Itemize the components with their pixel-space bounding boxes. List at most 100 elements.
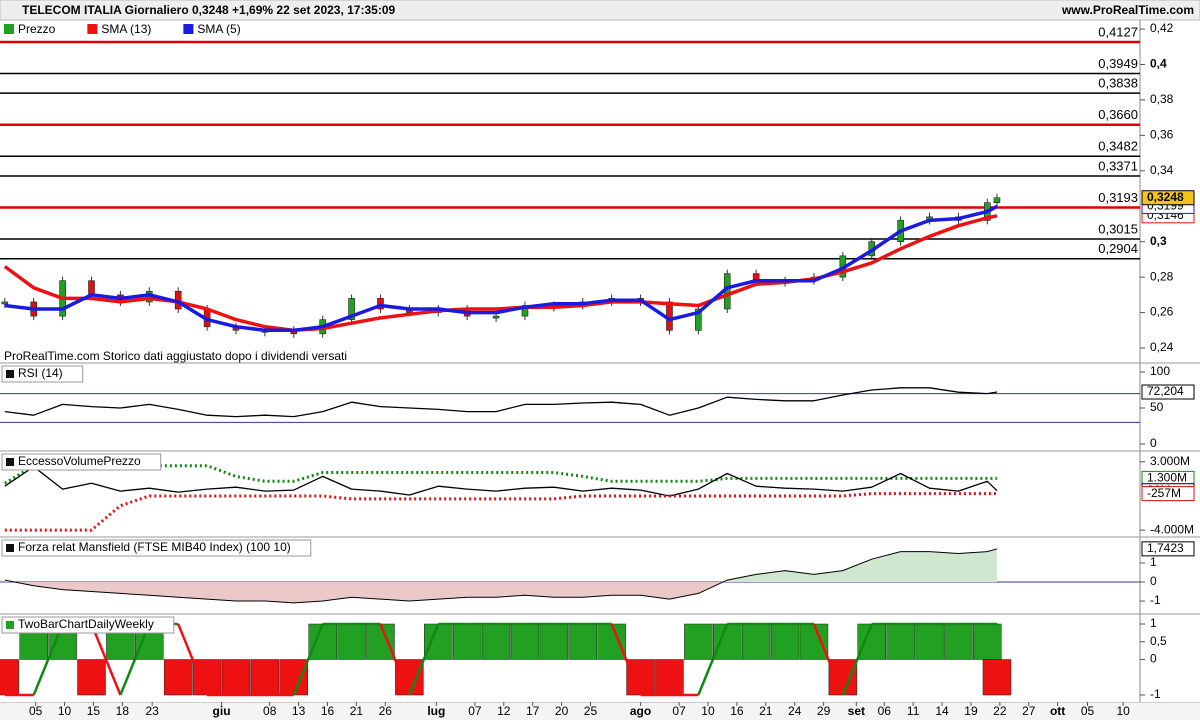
area-fill [4,548,998,603]
bar [366,623,395,660]
bar [915,623,944,660]
x-tick-label: set [848,704,865,718]
x-tick-label: 11 [907,704,920,718]
y-tick-label: -4.000M [1150,522,1194,536]
y-tick-label: 0,36 [1150,128,1174,142]
bar [973,623,1002,660]
chart-title: TELECOM ITALIA Giornaliero 0,3248 +1,69%… [22,3,395,17]
x-tick-label: ott [1050,704,1065,718]
last-value-label: 1.300M [1147,471,1187,485]
y-tick-label: 0,42 [1150,21,1174,35]
weekly-segment [841,623,873,696]
panel-title: EccessoVolumePrezzo [18,454,141,468]
bar [770,623,800,660]
x-tick-label: 23 [146,704,160,718]
y-tick-label: 3.000M [1150,454,1190,468]
bar [452,623,482,660]
x-tick-label: 08 [263,704,277,718]
bar [799,623,829,660]
weekly-segment [119,623,151,696]
x-tick-label: 13 [292,704,306,718]
bar [886,623,915,660]
x-tick-label: 22 [993,704,1007,718]
last-value-label: 72,204 [1147,384,1184,398]
x-tick-label: 10 [701,704,715,718]
bar [982,659,1012,696]
bar [163,659,193,696]
last-value-box [1141,384,1195,400]
x-tick-label: 25 [584,704,598,718]
x-tick-label: 27 [1022,704,1036,718]
header-bar [0,0,1200,21]
x-tick-label: 20 [555,704,569,718]
y-tick-label: -1 [1150,687,1161,701]
series-line [4,466,998,497]
bar [568,623,598,660]
last-value-box [1141,486,1195,502]
bar [481,623,511,660]
x-tick-label: lug [427,704,445,718]
bar [828,659,858,696]
x-tick-label: 14 [935,704,949,718]
bar [77,659,106,696]
bar [279,659,309,696]
weekly-segment [812,623,844,696]
price-level-label: 0,3838 [1098,76,1138,91]
candle [492,315,500,319]
y-tick-label: 1 [1150,555,1157,569]
x-tick-label: 12 [497,704,511,718]
weekly-segment [379,623,411,696]
candle [695,308,702,331]
weekly-segment [177,623,209,696]
panel-icon [6,370,14,378]
panel-title: Forza relat Mansfield (FTSE MIB40 Index)… [18,540,291,554]
candle [377,298,384,310]
price-level-label: 0,3371 [1098,158,1138,173]
price-level-label: 0,3193 [1098,190,1138,205]
y-tick-label: 0,38 [1150,92,1174,106]
legend-swatch [4,24,14,34]
y-tick-label: 0,4 [1150,57,1167,71]
last-value-label: 0,3248 [1147,190,1184,204]
last-value-label: -257M [1147,486,1181,500]
bar [655,659,684,696]
x-tick-label: 24 [788,704,802,718]
price-level-label: 0,3015 [1098,221,1138,236]
bar [424,623,453,660]
x-tick-label: 21 [350,704,364,718]
bar [250,659,280,696]
y-tick-label: 0,34 [1150,163,1174,177]
bar [192,659,222,696]
candle [993,197,1001,203]
legend-swatch [183,24,194,34]
weekly-segment [32,623,64,696]
price-level-label: 0,3482 [1098,139,1138,154]
last-value-box [1141,541,1195,557]
y-tick-label: 0,26 [1150,305,1174,319]
y-tick-label: 50 [1150,400,1164,414]
bar [395,659,424,696]
x-tick-label: 19 [964,704,978,718]
panel-icon [6,544,14,552]
bar [597,623,626,660]
candle [348,298,355,320]
x-tick-label: 06 [878,704,892,718]
candle [88,280,95,296]
legend-swatch [87,24,98,34]
legend-label: SMA (5) [197,22,240,36]
bar [0,659,20,696]
note: ProRealTime.com Storico dati aggiustato … [4,349,347,363]
x-tick-label: 18 [116,704,130,718]
y-tick-label: 100 [1150,364,1170,378]
candle [1,301,9,305]
x-tick-label: 16 [730,704,744,718]
y-tick-label: 0,28 [1150,269,1174,283]
x-tick-label: 05 [29,704,43,718]
price-level-label: 0,2904 [1098,241,1138,256]
series-line [4,204,998,333]
y-tick-label: 0 [1150,652,1157,666]
y-tick-label: 1 [1150,616,1157,630]
price-level-label: 0,4127 [1098,24,1138,39]
bar [308,623,337,660]
source: www.ProRealTime.com [1061,3,1194,17]
